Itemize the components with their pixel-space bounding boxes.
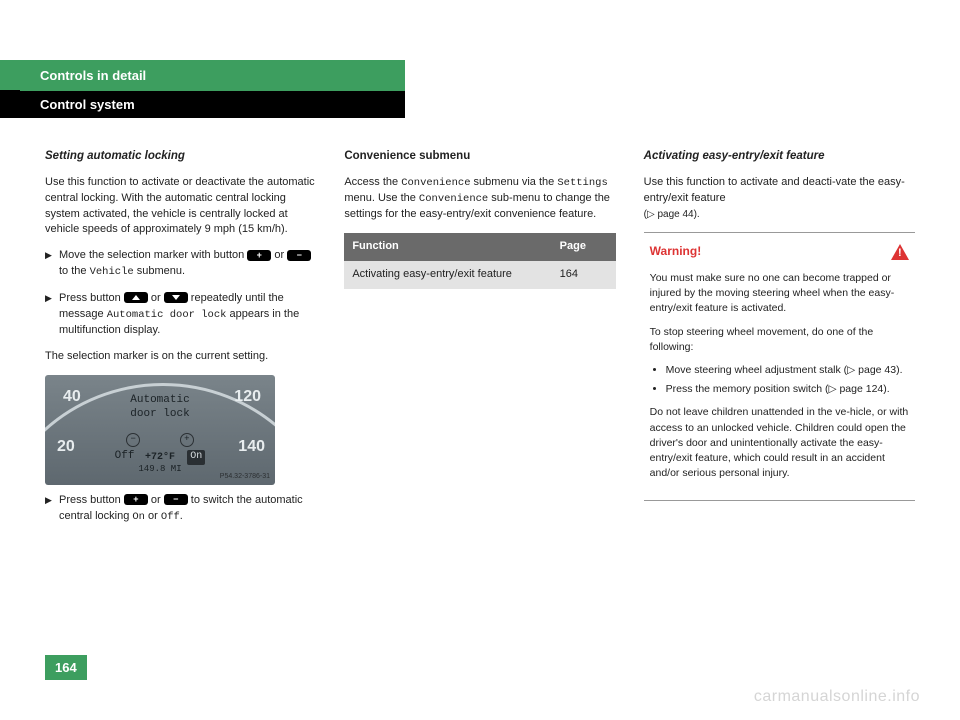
down-button-icon <box>164 292 188 303</box>
step-marker-icon: ▶ <box>45 291 59 339</box>
column-1: Setting automatic locking Use this funct… <box>45 148 316 535</box>
step-marker-icon: ▶ <box>45 493 59 525</box>
function-table: Function Page Activating easy-entry/exit… <box>344 233 615 289</box>
step-2-text: Press button or repeatedly until the mes… <box>59 291 316 339</box>
warning-list: Move steering wheel adjustment stalk (▷ … <box>650 363 909 397</box>
content-columns: Setting automatic locking Use this funct… <box>45 148 915 535</box>
td-function: Activating easy-entry/exit feature <box>344 261 551 289</box>
mono-text: Convenience <box>401 177 470 189</box>
mono-text: On <box>132 511 145 523</box>
text: or <box>271 249 287 261</box>
mono-text: Vehicle <box>90 266 134 278</box>
col2-heading: Convenience submenu <box>344 148 615 165</box>
table-row: Activating easy-entry/exit feature 164 <box>344 261 615 289</box>
chapter-header: Controls in detail <box>0 60 405 91</box>
line2: door lock <box>130 408 189 420</box>
column-2: Convenience submenu Access the Convenien… <box>344 148 615 535</box>
plus-button-icon: + <box>247 250 271 261</box>
step-3-text: Press button + or − to switch the automa… <box>59 493 316 525</box>
text: or <box>148 494 164 506</box>
plus-circle-icon: + <box>180 433 194 447</box>
warning-p2: To stop steering wheel movement, do one … <box>650 325 909 355</box>
text: Press button <box>59 292 124 304</box>
text: Access the <box>344 176 401 188</box>
warning-title: Warning! <box>650 243 702 260</box>
text: . <box>180 510 183 522</box>
text: submenu via the <box>471 176 558 188</box>
step-1-text: Move the selection marker with button + … <box>59 248 316 280</box>
minus-circle-icon: − <box>126 433 140 447</box>
text: Use this function to activate and deacti… <box>644 176 905 204</box>
column-3: Activating easy-entry/exit feature Use t… <box>644 148 915 535</box>
warning-triangle-icon <box>891 244 909 260</box>
plus-button-icon: + <box>124 494 148 505</box>
mono-text: Off <box>161 511 180 523</box>
warning-li1: Move steering wheel adjustment stalk (▷ … <box>666 363 909 378</box>
col1-heading: Setting automatic locking <box>45 148 316 165</box>
instrument-cluster-figure: 40 20 120 140 Automatic door lock − + Of… <box>45 375 275 485</box>
warning-header: Warning! <box>650 243 909 260</box>
mono-text: Settings <box>557 177 607 189</box>
step-marker-icon: ▶ <box>45 248 59 280</box>
mono-text: Convenience <box>419 193 488 205</box>
col3-paragraph: Use this function to activate and deacti… <box>644 175 915 223</box>
warning-li2: Press the memory position switch (▷ page… <box>666 382 909 397</box>
warning-p1: You must make sure no one can become tra… <box>650 271 909 317</box>
text: Press button <box>59 494 124 506</box>
table-header-row: Function Page <box>344 233 615 261</box>
text: Move the selection marker with button <box>59 249 247 261</box>
col2-paragraph: Access the Convenience submenu via the S… <box>344 175 615 223</box>
up-button-icon <box>124 292 148 303</box>
page-ref: (▷ page 44). <box>644 209 700 220</box>
text: menu. Use the <box>344 192 419 204</box>
text: to the <box>59 265 90 277</box>
watermark: carmanualsonline.info <box>754 688 920 706</box>
section-header: Control system <box>0 91 405 118</box>
display-message: Automatic door lock <box>45 393 275 422</box>
td-page: 164 <box>552 261 616 289</box>
warning-box: Warning! You must make sure no one can b… <box>644 232 915 500</box>
step-2: ▶ Press button or repeatedly until the m… <box>45 291 316 339</box>
step-1: ▶ Move the selection marker with button … <box>45 248 316 280</box>
text: or <box>148 292 164 304</box>
warning-p3: Do not leave children unattended in the … <box>650 405 909 481</box>
figure-code: P54.32-3786-31 <box>220 472 270 482</box>
minus-button-icon: − <box>164 494 188 505</box>
col1-intro: Use this function to activate or deactiv… <box>45 175 316 239</box>
step-2-result: The selection marker is on the current s… <box>45 349 316 365</box>
mono-text: Automatic door lock <box>107 309 227 321</box>
line1: Automatic <box>130 394 189 406</box>
col3-heading: Activating easy-entry/exit feature <box>644 148 915 165</box>
text: submenu. <box>134 265 185 277</box>
page-number: 164 <box>45 655 87 680</box>
th-page: Page <box>552 233 616 261</box>
minus-button-icon: − <box>287 250 311 261</box>
step-3: ▶ Press button + or − to switch the auto… <box>45 493 316 525</box>
text: or <box>145 510 161 522</box>
th-function: Function <box>344 233 551 261</box>
